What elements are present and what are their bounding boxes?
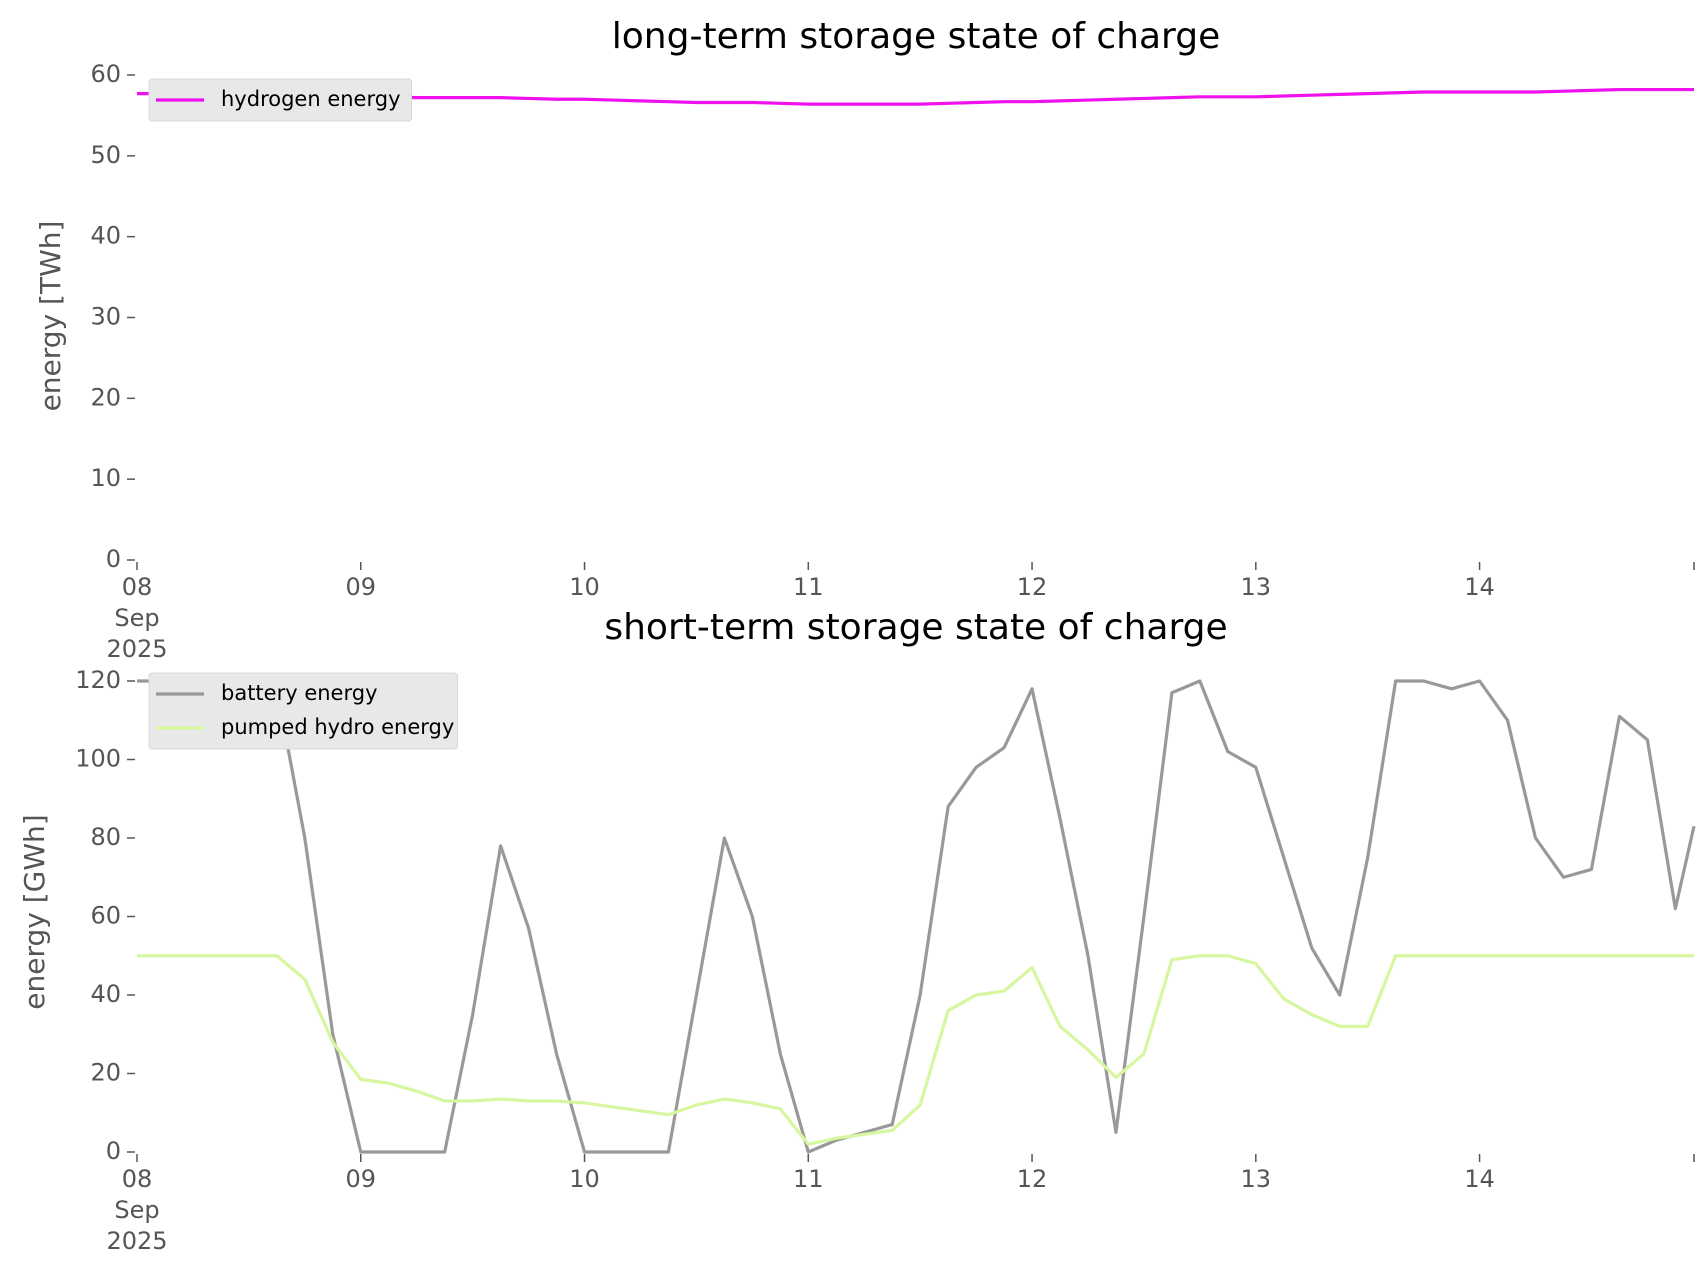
chart-title: long-term storage state of charge <box>612 16 1220 57</box>
x-tick-label: 13 <box>1241 573 1272 601</box>
legend-label: battery energy <box>221 681 378 705</box>
y-tick-label: 20 <box>90 383 121 411</box>
x-tick-label: 12 <box>1017 1165 1048 1193</box>
y-axis-label: energy [GWh] <box>18 814 51 1009</box>
legend-label: hydrogen energy <box>221 87 401 111</box>
legend-box <box>148 78 412 122</box>
y-tick-label: 0 <box>106 545 121 573</box>
y-tick-label: 120 <box>75 666 121 694</box>
x-tick-label: 11 <box>793 573 824 601</box>
y-tick-label: 40 <box>90 980 121 1008</box>
x-tick-label: 14 <box>1464 1165 1495 1193</box>
data-line <box>137 679 1696 1154</box>
y-tick-label: 20 <box>90 1059 121 1087</box>
y-tick-label: 10 <box>90 464 121 492</box>
y-tick-label: 50 <box>90 141 121 169</box>
y-axis-label: energy [TWh] <box>34 221 67 412</box>
y-tick-label: 80 <box>90 823 121 851</box>
x-tick-label: 10 <box>569 573 600 601</box>
y-tick-label: 60 <box>90 60 121 88</box>
y-tick-label: 100 <box>75 745 121 773</box>
y-tick-label: 60 <box>90 902 121 930</box>
y-tick-label: 30 <box>90 303 121 331</box>
x-tick-label: 08 Sep 2025 <box>106 573 167 663</box>
y-tick-label: 0 <box>106 1137 121 1165</box>
x-tick-label: 09 <box>345 573 376 601</box>
x-tick-label: 13 <box>1241 1165 1272 1193</box>
x-tick-label: 09 <box>345 1165 376 1193</box>
x-tick-label: 08 Sep 2025 <box>106 1165 167 1255</box>
x-tick-label: 10 <box>569 1165 600 1193</box>
x-tick-label: 14 <box>1464 573 1495 601</box>
x-tick-label: 11 <box>793 1165 824 1193</box>
data-line <box>137 954 1694 1146</box>
legend-label: pumped hydro energy <box>221 715 454 739</box>
chart-title: short-term storage state of charge <box>604 607 1227 648</box>
y-tick-label: 40 <box>90 222 121 250</box>
legend-box <box>148 672 458 750</box>
x-tick-label: 12 <box>1017 573 1048 601</box>
